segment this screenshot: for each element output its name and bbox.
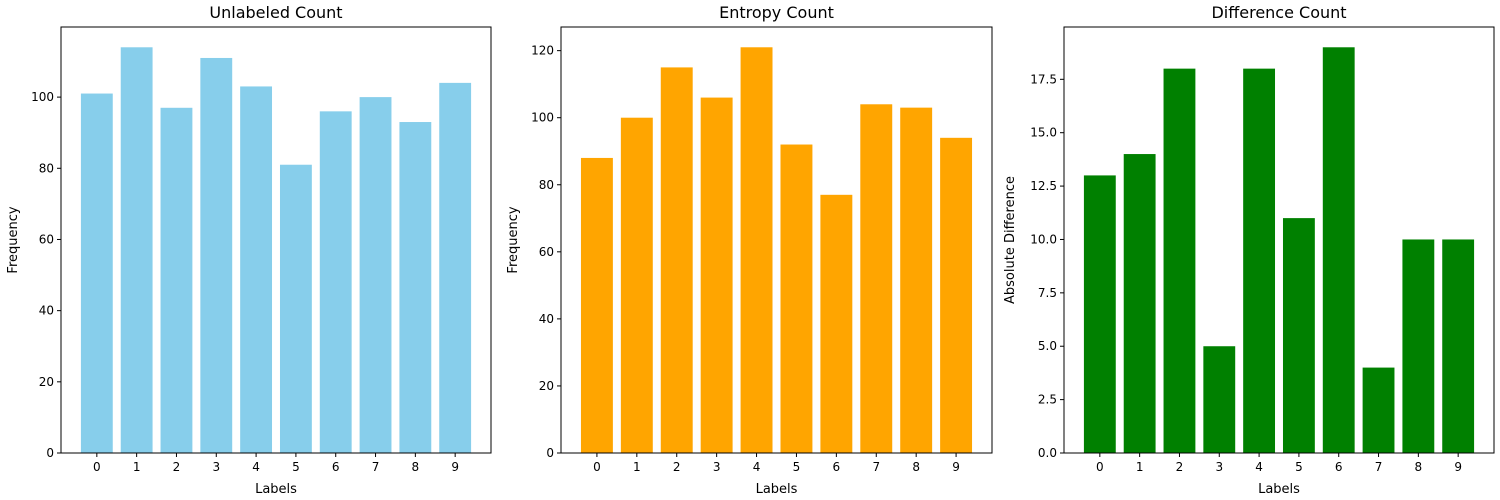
chart-title: Entropy Count [719, 3, 834, 22]
x-tick-label: 0 [593, 460, 601, 474]
x-tick-label: 5 [793, 460, 801, 474]
y-axis-label: Frequency [6, 206, 21, 273]
bar-2-1 [1123, 154, 1156, 454]
y-tick-label: 40 [39, 304, 54, 318]
bar-1-0 [580, 157, 613, 453]
x-tick-label: 7 [1375, 460, 1383, 474]
bar-2-4 [1243, 68, 1276, 453]
bar-0-9 [439, 82, 472, 453]
bar-1-5 [780, 144, 813, 454]
bar-2-7 [1362, 367, 1395, 453]
bar-0-1 [120, 47, 153, 454]
x-tick-label: 5 [1295, 460, 1303, 474]
y-axis-label: Absolute Difference [1003, 176, 1018, 304]
x-tick-label: 3 [212, 460, 220, 474]
chart-panel-1: 0 1 2 3 4 5 6 7 8 9 0 20 40 60 80 100 120 Entropy Count La… [506, 3, 993, 497]
chart-panel-0: 0 1 2 3 4 5 6 7 8 9 0 20 40 60 80 100 Unlabeled Count Lab… [6, 3, 492, 497]
bar-2-3 [1203, 346, 1236, 453]
bar-0-8 [399, 122, 432, 453]
x-tick-label: 4 [1255, 460, 1263, 474]
bar-2-8 [1402, 239, 1435, 453]
x-tick-label: 4 [252, 460, 260, 474]
bar-1-6 [820, 194, 853, 453]
y-tick-label: 0.0 [1038, 446, 1057, 460]
x-tick-label: 9 [451, 460, 459, 474]
bar-2-0 [1083, 175, 1116, 454]
x-tick-label: 8 [912, 460, 920, 474]
bar-0-2 [160, 107, 193, 454]
x-tick-label: 7 [872, 460, 880, 474]
x-axis-label: Labels [756, 482, 798, 497]
x-tick-label: 2 [1176, 460, 1184, 474]
bar-0-7 [359, 97, 392, 453]
y-tick-label: 80 [39, 161, 54, 175]
y-tick-label: 20 [539, 379, 554, 393]
x-axis-label: Labels [1258, 482, 1300, 497]
bar-0-6 [319, 111, 352, 454]
x-tick-label: 6 [332, 460, 340, 474]
y-axis-label: Frequency [506, 206, 521, 273]
chart-title: Unlabeled Count [209, 3, 342, 22]
chart-panel-2: 0 1 2 3 4 5 6 7 8 9 0.0 2.5 5.0 7.5 10.0 12.5 15.0 17.5 Di… [1003, 3, 1495, 497]
y-tick-label: 80 [539, 178, 554, 192]
x-tick-label: 6 [1335, 460, 1343, 474]
bar-1-2 [660, 67, 693, 453]
y-tick-label: 2.5 [1038, 393, 1057, 407]
y-tick-label: 40 [539, 312, 554, 326]
y-tick-label: 0 [46, 446, 54, 460]
axes-frame [560, 26, 993, 454]
y-tick-label: 60 [39, 232, 54, 246]
y-tick-label: 15.0 [1030, 126, 1057, 140]
bar-0-0 [80, 93, 113, 453]
chart-title: Difference Count [1211, 3, 1346, 22]
x-tick-label: 7 [372, 460, 380, 474]
bar-1-9 [940, 137, 973, 453]
y-tick-label: 10.0 [1030, 232, 1057, 246]
bar-0-4 [240, 86, 273, 453]
y-tick-label: 7.5 [1038, 286, 1057, 300]
x-tick-label: 6 [833, 460, 841, 474]
axes-frame [1063, 26, 1495, 454]
bar-0-3 [200, 57, 233, 454]
bar-0-5 [279, 164, 312, 454]
x-tick-label: 1 [1136, 460, 1144, 474]
y-tick-label: 12.5 [1030, 179, 1057, 193]
bar-1-3 [700, 97, 733, 453]
x-tick-label: 9 [1454, 460, 1462, 474]
y-tick-label: 100 [531, 111, 554, 125]
x-tick-label: 1 [133, 460, 141, 474]
x-tick-label: 1 [633, 460, 641, 474]
y-tick-label: 120 [531, 44, 554, 58]
x-tick-label: 0 [1096, 460, 1104, 474]
x-tick-label: 8 [1415, 460, 1423, 474]
x-tick-label: 2 [673, 460, 681, 474]
bar-2-5 [1282, 218, 1315, 453]
x-tick-label: 8 [412, 460, 420, 474]
bar-2-2 [1163, 68, 1196, 453]
x-axis-label: Labels [255, 482, 297, 497]
bar-1-7 [860, 104, 893, 453]
y-tick-label: 20 [39, 375, 54, 389]
x-tick-label: 4 [753, 460, 761, 474]
bar-1-1 [620, 117, 653, 453]
x-tick-label: 2 [173, 460, 181, 474]
x-tick-label: 9 [952, 460, 960, 474]
y-tick-label: 60 [539, 245, 554, 259]
bar-1-8 [900, 107, 933, 454]
x-tick-label: 3 [713, 460, 721, 474]
x-tick-label: 3 [1215, 460, 1223, 474]
y-tick-label: 5.0 [1038, 339, 1057, 353]
x-tick-label: 5 [292, 460, 300, 474]
axes-frame [60, 26, 492, 454]
y-tick-label: 17.5 [1030, 72, 1057, 86]
y-tick-label: 0 [546, 446, 554, 460]
bar-2-6 [1322, 47, 1355, 454]
y-tick-label: 100 [31, 90, 54, 104]
bar-1-4 [740, 47, 773, 454]
bar-2-9 [1442, 239, 1475, 453]
x-tick-label: 0 [93, 460, 101, 474]
